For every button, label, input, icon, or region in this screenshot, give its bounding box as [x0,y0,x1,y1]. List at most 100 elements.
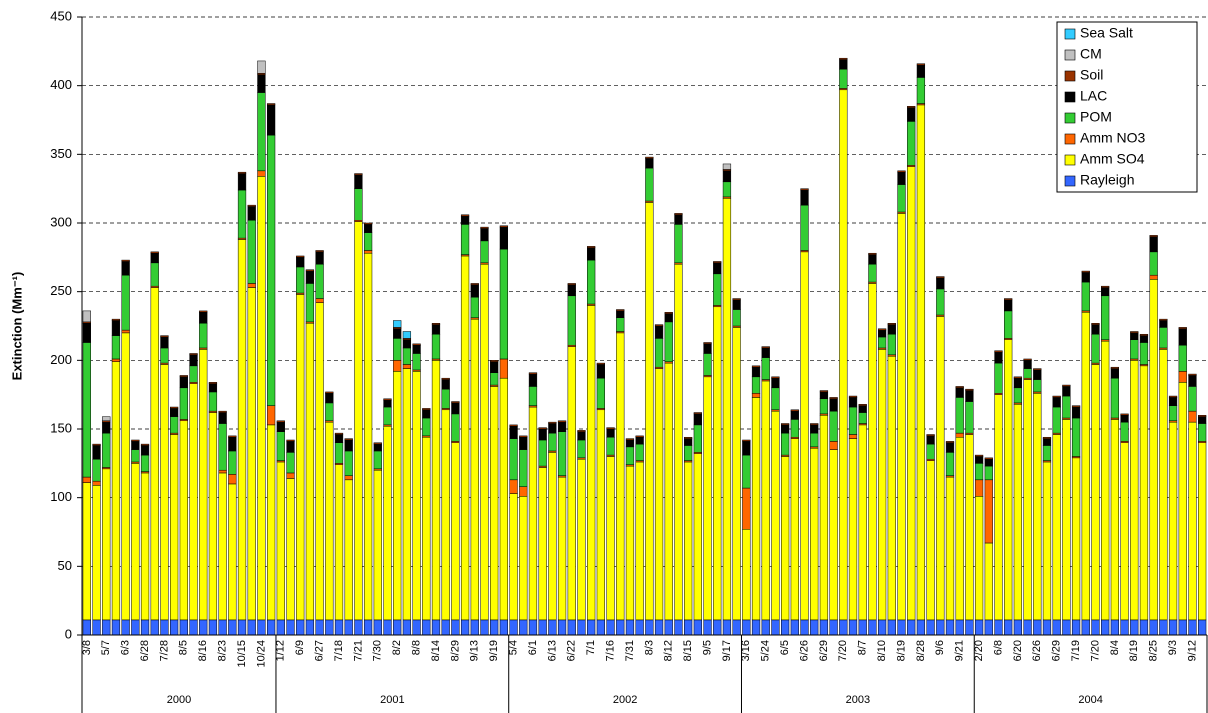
bar-segment [1149,619,1158,636]
bar-segment [965,388,974,391]
bar-segment [548,432,557,452]
bar-segment [1071,417,1081,457]
bar-segment [276,421,285,432]
bar-segment [393,320,402,328]
bar-segment [887,324,896,335]
bar-segment [490,360,499,362]
bar-segment [509,493,518,621]
bar-segment [228,619,237,636]
bar-segment [693,424,702,453]
x-tick-label: 9/21 [954,640,966,661]
bar-segment [412,344,421,354]
bar-segment [984,619,993,636]
bar-segment [742,487,751,530]
bar-segment [344,439,353,452]
bar-segment [412,353,421,371]
x-tick-label: 7/20 [837,640,849,661]
bar-segment [218,469,227,474]
bar-segment [509,426,518,439]
bar-segment [703,619,712,636]
bar-segment [587,305,596,621]
bar-segment [858,619,867,636]
bar-segment [92,458,101,482]
bar-segment [334,434,344,443]
bar-segment [984,458,993,467]
bar-segment [557,476,567,621]
bar-segment [645,202,654,621]
bar-segment [189,619,198,636]
bar-segment [170,406,179,409]
bar-segment [616,310,625,319]
bar-segment [916,64,926,78]
bar-segment [790,619,799,636]
bar-segment [936,619,945,636]
bar-segment [732,619,741,636]
bar-segment [1101,295,1110,340]
bar-segment [412,343,421,346]
bar-segment [1198,442,1207,621]
bar-segment [567,619,576,636]
bar-segment [344,479,353,621]
bar-segment [121,619,130,636]
bar-segment [402,339,412,349]
x-tick-label: 8/19 [1128,640,1140,661]
bar-segment [538,467,547,621]
bar-segment [315,251,324,265]
bar-segment [402,364,412,369]
bar-segment [810,423,819,426]
bar-segment [810,447,819,621]
bar-segment [684,436,693,439]
bar-segment [1168,397,1178,406]
bar-segment [897,619,906,636]
x-tick-label: 7/18 [333,640,345,661]
bar-segment [625,465,635,621]
bar-segment [1013,376,1023,379]
bar-segment [383,406,392,426]
bar-segment [1013,387,1023,404]
bar-segment [897,184,906,213]
bar-segment [1159,320,1168,328]
bar-segment [955,436,964,621]
bar-segment [296,294,305,621]
bar-segment [742,619,751,636]
x-tick-label: 7/28 [158,640,170,661]
bar-segment [131,439,140,442]
x-tick-label: 6/28 [139,640,151,661]
bar-segment [974,496,984,621]
bar-segment [771,410,780,621]
bar-segment [1062,395,1071,419]
bar-segment [664,619,673,636]
bar-segment [965,434,974,621]
bar-segment [771,387,780,411]
bar-segment [771,376,780,379]
bar-segment [528,406,538,621]
bar-segment [266,103,276,106]
bar-segment [431,323,441,325]
bar-segment [1139,365,1149,621]
bar-segment [538,619,547,636]
x-tick-label: 8/14 [430,640,442,661]
bar-segment [170,416,179,434]
bar-segment [538,427,547,430]
bar-segment [121,274,130,331]
bar-segment [1042,445,1052,461]
bar-segment [1042,461,1052,621]
bar-segment [1168,395,1178,398]
bar-segment [247,287,256,621]
bar-segment [974,456,984,464]
bar-segment [170,408,179,417]
bar-segment [1062,419,1071,621]
bar-segment [276,420,285,423]
bar-segment [771,377,780,389]
bar-segment [984,465,993,481]
bar-segment [431,619,441,636]
x-tick-label: 6/27 [314,640,326,661]
legend-label: Amm NO3 [1080,130,1146,146]
bar-segment [402,331,412,339]
bar-segment [519,436,528,450]
bar-segment [528,619,538,636]
bar-segment [848,395,858,398]
bar-segment [422,409,431,419]
bar-segment [577,619,586,636]
bar-segment [1052,619,1061,636]
